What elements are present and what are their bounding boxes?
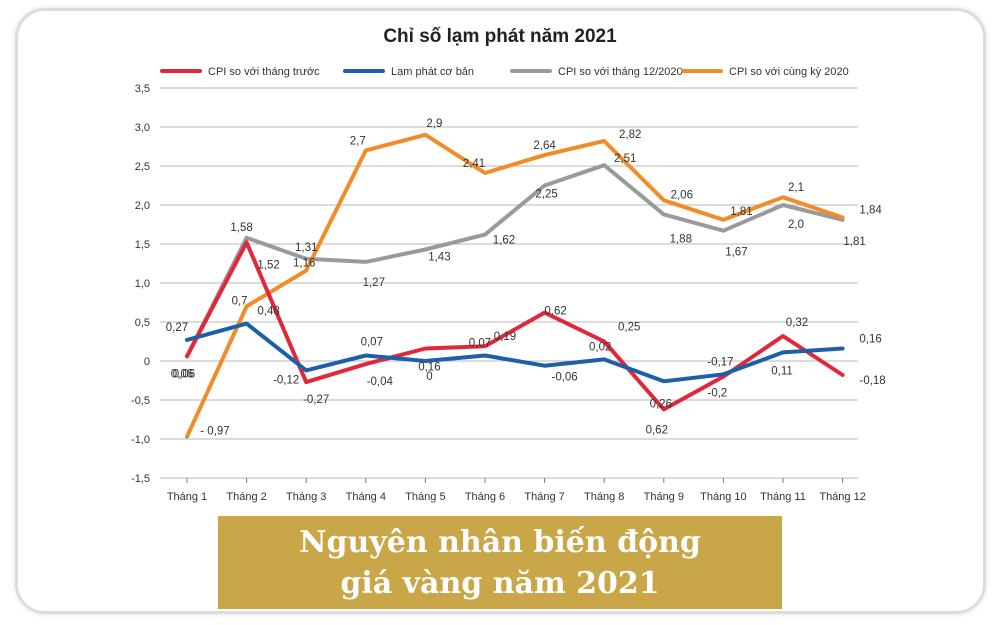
- data-label: 2,9: [426, 118, 442, 130]
- data-label: 2,51: [614, 153, 636, 165]
- x-tick-label: Tháng 7: [524, 491, 564, 503]
- y-tick-label: 3,5: [135, 83, 150, 95]
- data-label: 1,88: [670, 233, 692, 245]
- data-label: -0,2: [707, 388, 727, 400]
- data-label: 0,27: [166, 322, 188, 334]
- chart-title: Chỉ số lạm phát năm 2021: [383, 26, 617, 47]
- y-axis: 3,5 3,0 2,5 2,0 1,5 1,0 0,5 0 -0,5 -1,0 -1,5: [131, 83, 150, 485]
- x-tick-label: Tháng 10: [700, 491, 746, 503]
- data-label: 0,25: [618, 322, 640, 334]
- data-label: 1,81: [843, 236, 865, 248]
- data-label: -0,17: [707, 356, 733, 368]
- x-tick-label: Tháng 2: [226, 491, 266, 503]
- legend-label: CPI so với tháng trước: [208, 66, 320, 78]
- data-label: 0,62: [646, 424, 668, 436]
- data-label: 0,07: [361, 337, 383, 349]
- data-label: 2,7: [350, 135, 366, 147]
- data-label: -0,18: [859, 375, 885, 387]
- x-tick-label: Tháng 3: [286, 491, 326, 503]
- data-label: 1,84: [859, 204, 882, 216]
- y-tick-label: 0: [144, 356, 150, 368]
- headline-line-2: giá vàng năm 2021: [340, 565, 660, 601]
- headline-banner: Nguyên nhân biến động giá vàng năm 2021: [218, 516, 782, 609]
- x-tick-label: Tháng 5: [405, 491, 445, 503]
- y-tick-label: 2,5: [135, 161, 150, 173]
- x-tick-label: Tháng 11: [760, 491, 806, 503]
- data-label: 1,27: [363, 277, 385, 289]
- data-label: -0,06: [551, 372, 577, 384]
- y-tick-label: 1,5: [135, 239, 150, 251]
- data-label: 0,06: [173, 368, 195, 380]
- data-label: 0,06: [171, 368, 193, 380]
- chart-grid: [160, 87, 858, 479]
- data-label: 1,43: [428, 251, 450, 263]
- legend-label: CPI so với tháng 12/2020: [558, 66, 683, 78]
- data-label: -0,27: [303, 394, 329, 406]
- series-line: [185, 321, 845, 384]
- legend-label: CPI so với cùng kỳ 2020: [729, 66, 849, 78]
- data-label: 0,7: [232, 295, 248, 307]
- data-label: 0,07: [469, 338, 491, 350]
- legend-label: Lạm phát cơ bản: [391, 66, 474, 78]
- data-label: 2,25: [535, 189, 557, 201]
- data-label: -0,04: [367, 376, 394, 388]
- data-label: 1,58: [230, 222, 252, 234]
- x-tick-label: Tháng 4: [346, 491, 386, 503]
- x-tick-label: Tháng 6: [465, 491, 505, 503]
- data-label: 2,41: [463, 158, 485, 170]
- data-label: 2,1: [788, 182, 804, 194]
- data-label: 0,48: [257, 306, 279, 318]
- chart-card: [15, 8, 986, 614]
- y-tick-label: -1,5: [131, 473, 150, 485]
- data-label: -0,12: [273, 374, 299, 386]
- series-lines: [185, 132, 845, 439]
- data-label: 0,16: [418, 362, 440, 374]
- series-line: [185, 163, 845, 359]
- data-label: 0,19: [494, 331, 516, 343]
- data-label: 0,11: [771, 365, 793, 377]
- data-label: 0,02: [589, 341, 611, 353]
- x-tick-label: Tháng 12: [819, 491, 865, 503]
- data-labels: 0,06 1,52 -0,27 -0,04 0,16 0,19 0,62 0,25 0,62 -0…: [166, 118, 886, 438]
- y-tick-label: 1,0: [135, 278, 150, 290]
- data-label: 2,64: [533, 140, 556, 152]
- y-tick-label: -0,5: [131, 395, 150, 407]
- data-label: 1,81: [730, 206, 752, 218]
- y-tick-label: 3,0: [135, 122, 150, 134]
- data-label: 1,62: [493, 235, 515, 247]
- headline-line-1: Nguyên nhân biến động: [299, 524, 701, 560]
- data-label: 2,06: [671, 189, 693, 201]
- data-label: 1,67: [725, 247, 747, 259]
- data-label: 0,26: [650, 398, 672, 410]
- y-tick-label: 0,5: [135, 317, 150, 329]
- data-label: 1,31: [295, 242, 317, 254]
- data-label: 0,62: [544, 306, 566, 318]
- x-tick-label: Tháng 8: [584, 491, 624, 503]
- data-label: 2,82: [619, 129, 641, 141]
- data-label: 2,0: [788, 219, 804, 231]
- x-axis: Tháng 1 Tháng 2 Tháng 3 Tháng 4 Tháng 5 Tháng…: [167, 478, 866, 503]
- x-tick-label: Tháng 9: [644, 491, 684, 503]
- chart-legend: CPI so với tháng trước Lạm phát cơ bản CPI…: [160, 66, 849, 78]
- y-tick-label: -1,0: [131, 434, 150, 446]
- x-tick-label: Tháng 1: [167, 491, 207, 503]
- data-label: 0,32: [786, 317, 808, 329]
- data-label: 1,52: [257, 259, 279, 271]
- y-tick-label: 2,0: [135, 200, 150, 212]
- data-label: 0: [426, 371, 432, 383]
- data-label: 0,16: [859, 334, 881, 346]
- data-label: - 0,97: [200, 426, 229, 438]
- series-line: [185, 132, 845, 439]
- data-label: 1,16: [293, 258, 315, 270]
